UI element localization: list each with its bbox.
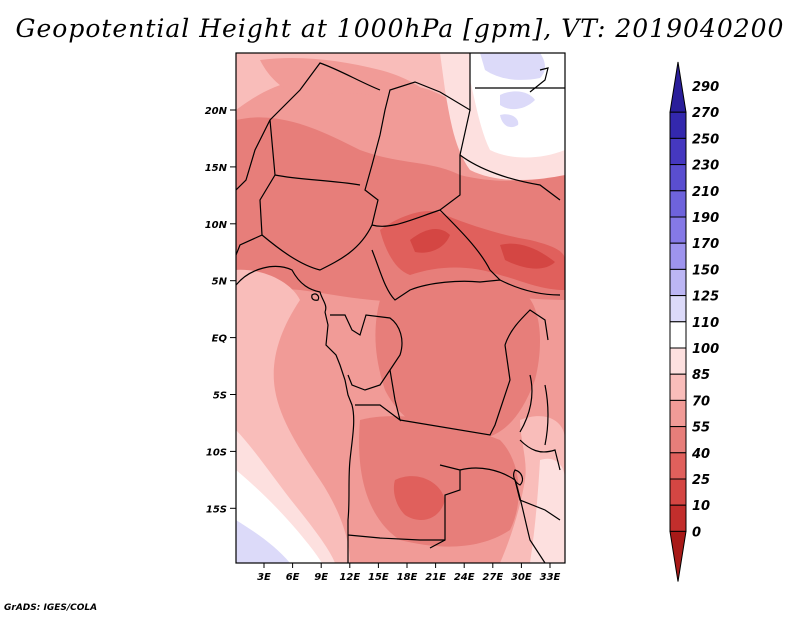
colorbar-segment bbox=[669, 426, 687, 454]
colorbar-label: 110 bbox=[692, 316, 719, 331]
colorbar-label: 25 bbox=[692, 473, 710, 488]
lat-tick-label: 5N bbox=[212, 277, 228, 288]
colorbar-bottom-triangle bbox=[669, 530, 687, 582]
credit-label: GrADS: IGES/COLA bbox=[4, 603, 98, 613]
colorbar-segment bbox=[669, 373, 687, 401]
longitude-axis: 3E 6E 9E 12E 15E 18E 21E 24E 27E 30E 33E bbox=[257, 563, 561, 583]
lon-tick-label: 27E bbox=[482, 572, 503, 583]
colorbar-segment bbox=[669, 268, 687, 297]
map-frame-border bbox=[235, 52, 566, 564]
lon-tick-label: 18E bbox=[397, 572, 418, 583]
lat-tick-label: 10S bbox=[206, 447, 227, 458]
colorbar-segment bbox=[669, 347, 687, 375]
lon-tick-label: 21E bbox=[425, 572, 446, 583]
lon-tick-label: 12E bbox=[339, 572, 360, 583]
colorbar-label: 125 bbox=[692, 290, 719, 305]
colorbar-segment bbox=[669, 295, 687, 323]
lon-tick-label: 24E bbox=[454, 572, 475, 583]
lon-tick-label: 6E bbox=[286, 572, 300, 583]
colorbar-label: 0 bbox=[692, 525, 701, 540]
lat-tick-label: 10N bbox=[205, 220, 228, 231]
lon-tick-label: 15E bbox=[368, 572, 389, 583]
field-shading bbox=[236, 53, 565, 563]
lat-tick-label: EQ bbox=[212, 334, 228, 345]
lon-tick-label: 33E bbox=[540, 572, 561, 583]
colorbar-segment bbox=[669, 504, 687, 532]
colorbar-label: 230 bbox=[692, 159, 719, 174]
colorbar-label: 290 bbox=[692, 80, 719, 95]
colorbar-label: 250 bbox=[692, 132, 719, 147]
colorbar-label: 270 bbox=[692, 106, 719, 121]
lat-tick-label: 20N bbox=[205, 106, 228, 117]
chart-title: Geopotential Height at 1000hPa [gpm], VT… bbox=[15, 14, 785, 43]
map-panel: 20N 15N 10N 5N EQ 5S 10S 15S 3E 6E 9E 12E 15E 18E 21E… bbox=[205, 52, 566, 583]
colorbar-label: 85 bbox=[692, 368, 710, 383]
colorbar-label: 55 bbox=[692, 421, 710, 436]
colorbar-segment bbox=[669, 452, 687, 480]
colorbar-segment bbox=[669, 137, 687, 166]
lon-tick-label: 30E bbox=[511, 572, 532, 583]
colorbar-segment bbox=[669, 190, 687, 218]
colorbar-segment bbox=[669, 111, 687, 139]
colorbar-label: 150 bbox=[692, 263, 719, 278]
colorbar-segment bbox=[669, 478, 687, 506]
colorbar-top-triangle bbox=[669, 61, 687, 113]
lon-tick-label: 3E bbox=[257, 572, 271, 583]
colorbar-label: 190 bbox=[692, 211, 719, 226]
colorbar-segment bbox=[669, 242, 687, 270]
lon-tick-label: 9E bbox=[314, 572, 328, 583]
colorbar-label: 170 bbox=[692, 237, 719, 252]
country-borders bbox=[236, 53, 565, 563]
colorbar-label: 10 bbox=[692, 499, 710, 514]
lat-tick-label: 15N bbox=[205, 163, 228, 174]
colorbar-segment bbox=[669, 164, 687, 192]
colorbar: 2902702502302101901701501251101008570554… bbox=[669, 61, 719, 582]
latitude-axis: 20N 15N 10N 5N EQ 5S 10S 15S bbox=[205, 106, 236, 515]
lat-tick-label: 5S bbox=[213, 391, 227, 402]
colorbar-label: 70 bbox=[692, 394, 710, 409]
colorbar-segment bbox=[669, 399, 687, 428]
colorbar-segment bbox=[669, 321, 687, 349]
colorbar-label: 100 bbox=[692, 342, 719, 357]
colorbar-label: 40 bbox=[691, 447, 710, 462]
lat-tick-label: 15S bbox=[206, 504, 227, 515]
colorbar-segment bbox=[669, 216, 687, 244]
colorbar-label: 210 bbox=[692, 185, 719, 200]
